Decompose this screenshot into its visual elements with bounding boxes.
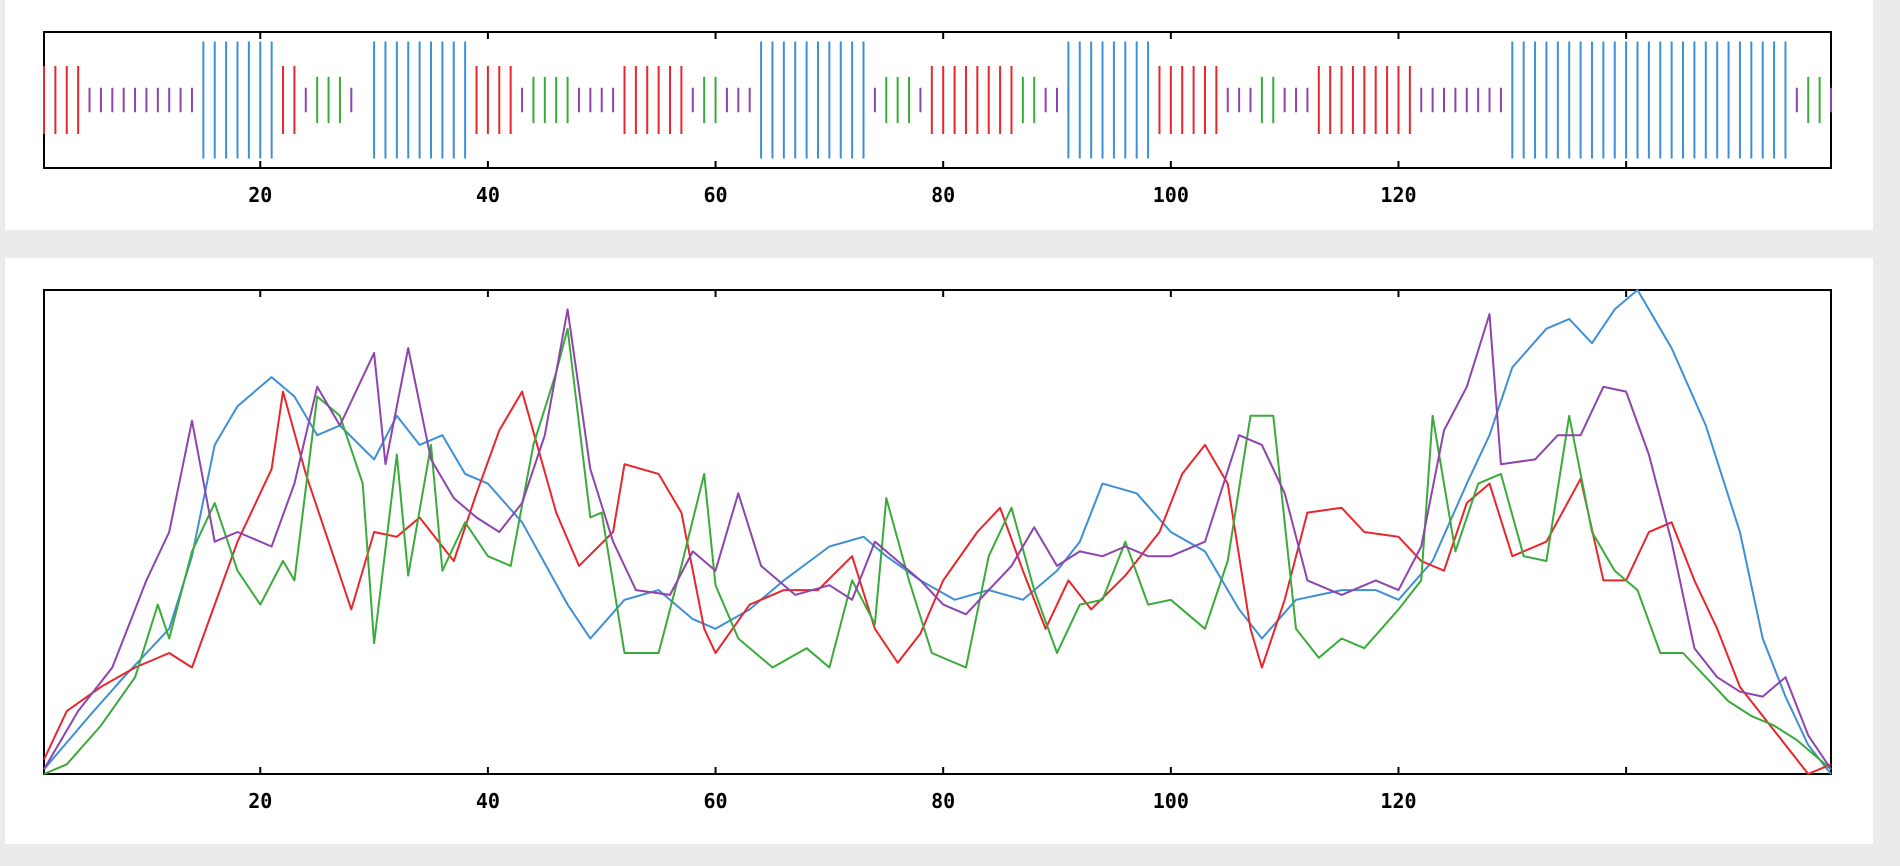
line-chart-x-tick-label: 80 [931, 789, 955, 813]
barcode-x-tick-label: 20 [248, 183, 272, 207]
line-chart-x-tick-label: 40 [476, 789, 500, 813]
line-chart-x-tick-label: 20 [248, 789, 272, 813]
barcode-x-tick-label: 80 [931, 183, 955, 207]
line-chart-x-tick-label: 100 [1153, 789, 1189, 813]
barcode-x-tick-label: 40 [476, 183, 500, 207]
barcode-x-tick-label: 120 [1380, 183, 1416, 207]
line-chart-x-tick-label: 120 [1380, 789, 1416, 813]
barcode-x-tick-label: 100 [1153, 183, 1189, 207]
series-line-purple [43, 308, 1832, 770]
barcode-x-tick-label: 60 [704, 183, 728, 207]
barcode-plot-frame [43, 31, 1832, 169]
barcode-chart-panel: 20 40 60 80 100 120 [5, 0, 1873, 230]
line-chart-plot-frame [43, 289, 1832, 775]
line-chart: 20 40 60 80 100 120 [43, 289, 1832, 813]
series-line-red [43, 390, 1832, 775]
series-line-green [43, 327, 1832, 775]
series-line-blue [43, 289, 1832, 775]
line-chart-panel: 20 40 60 80 100 120 [5, 258, 1873, 844]
barcode-chart: 20 40 60 80 100 120 [43, 31, 1832, 207]
line-chart-x-tick-label: 60 [704, 789, 728, 813]
